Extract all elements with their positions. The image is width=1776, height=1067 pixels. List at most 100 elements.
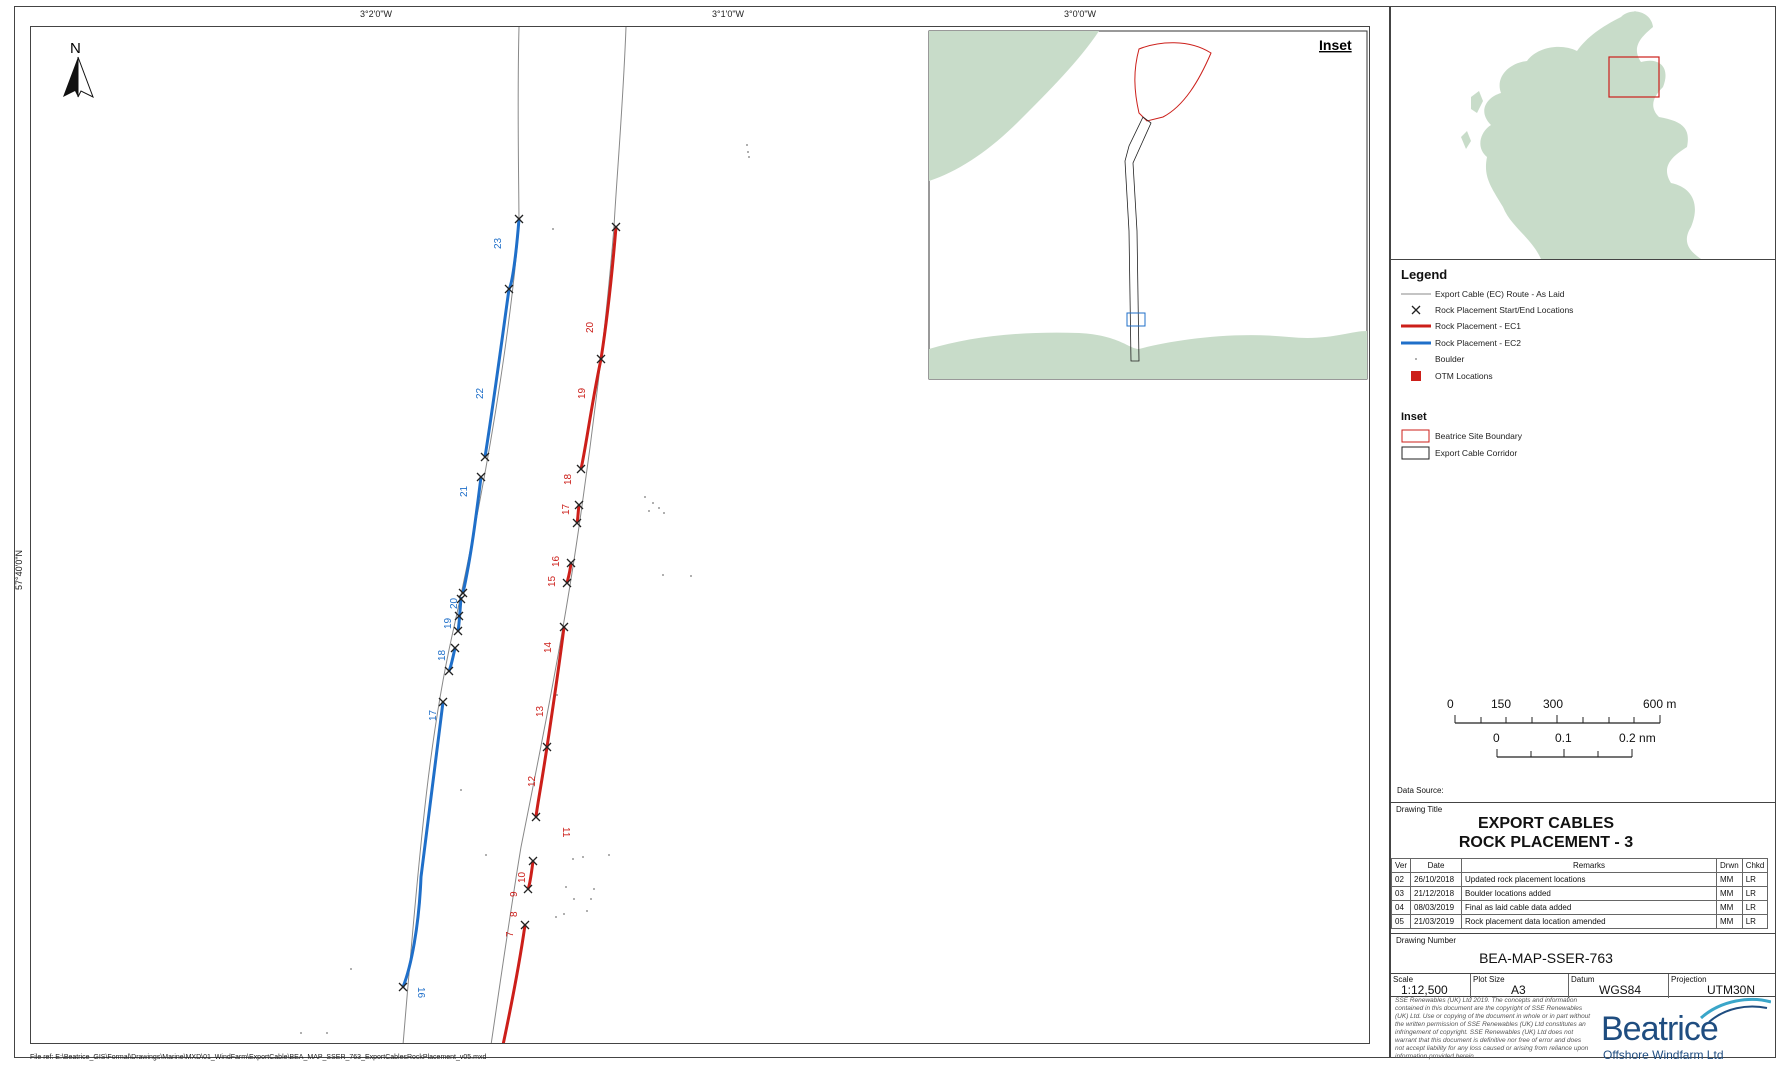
drawing-title-label: Drawing Title — [1396, 805, 1443, 814]
main-map-frame — [14, 6, 1390, 1058]
revision-row: 05 21/03/2019 Rock placement data location… — [1390, 914, 1769, 929]
legend-item: Export Cable Corridor — [1401, 446, 1517, 460]
ec1-label: 10 — [517, 871, 528, 883]
graticule-label-lon: 3°0'0"W — [1064, 9, 1097, 19]
main-map[interactable]: 23 22 21 20 19 18 17 16 20 19 18 17 16 1… — [30, 26, 1370, 1044]
ec2-rock-placement — [483, 218, 521, 458]
ec1-label: 11 — [560, 827, 571, 838]
revision-table: Ver Date Remarks Drwn Chkd 02 26/10/2018 U… — [1390, 858, 1769, 929]
locator-map-canvas — [1461, 11, 1701, 259]
logo-swoosh-icon — [1699, 997, 1771, 1023]
plot-size-cell: Plot Size A3 — [1471, 974, 1569, 998]
ec1-label: 17 — [561, 503, 572, 515]
ec2-section-labels: 23 22 21 20 19 18 17 16 — [415, 237, 504, 998]
logo-brand: Beatrice — [1601, 1010, 1719, 1048]
graticule-label-lon: 3°1'0"W — [712, 9, 745, 19]
red-box-icon — [1401, 429, 1431, 443]
ec2-label: 16 — [415, 987, 426, 999]
info-row: Scale 1:12,500 Plot Size A3 Datum WGS84 … — [1391, 973, 1776, 998]
scale-cell: Scale 1:12,500 — [1391, 974, 1471, 998]
scale-label-m: 0 — [1447, 697, 1454, 711]
ec1-label: 8 — [509, 911, 520, 917]
north-label: N — [70, 40, 81, 57]
revision-row: 03 21/12/2018 Boulder locations added MM LR — [1390, 886, 1769, 901]
ec1-rock-placement — [534, 626, 566, 818]
drawing-number-label: Drawing Number — [1396, 936, 1457, 945]
drawing-number: BEA-MAP-SSER-763 — [1479, 950, 1613, 966]
ec1-label: 18 — [563, 473, 574, 485]
ec2-label: 21 — [459, 485, 470, 497]
ec2-label: 23 — [493, 237, 504, 249]
legend-item: Rock Placement - EC1 — [1401, 320, 1521, 332]
legend-item: Export Cable (EC) Route - As Laid — [1401, 288, 1564, 300]
ec1-rock-placement — [526, 860, 535, 890]
legend-item: Rock Placement - EC2 — [1401, 337, 1521, 349]
copyright-notice: SSE Renewables (UK) Ltd 2019. The concep… — [1395, 997, 1591, 1060]
ec1-rock-placement — [575, 504, 581, 524]
ec1-label: 15 — [547, 575, 558, 587]
revision-row: 04 08/03/2019 Final as laid cable data add… — [1390, 900, 1769, 915]
ec2-label: 17 — [428, 709, 439, 721]
orkney-islands — [1629, 11, 1640, 20]
scale-label-nm: 0 — [1493, 731, 1500, 745]
ec2-rock-placement — [401, 701, 445, 988]
beatrice-boundary-shape — [1134, 42, 1212, 122]
main-map-canvas: 23 22 21 20 19 18 17 16 20 19 18 17 16 1… — [63, 27, 1368, 1043]
blue-line-icon — [1401, 337, 1431, 349]
logo-subtitle: Offshore Windfarm Ltd — [1603, 1048, 1724, 1062]
scale-bar: 0 150 300 600 m 0 — [1447, 689, 1711, 759]
ec2-label: 22 — [475, 387, 486, 399]
legend-title: Legend — [1401, 267, 1448, 282]
drawing-title-box: Drawing Title EXPORT CABLES ROCK PLACEME… — [1391, 802, 1776, 858]
legend-inset-title: Inset — [1401, 411, 1427, 423]
ec2-label: 18 — [437, 649, 448, 661]
ec1-label: 20 — [585, 321, 596, 333]
inset-land — [929, 31, 1099, 181]
scale-label-nm: 0.1 — [1555, 731, 1572, 745]
datum-cell: Datum WGS84 — [1569, 974, 1669, 998]
revision-header-row: Ver Date Remarks Drwn Chkd — [1390, 858, 1769, 873]
red-line-icon — [1401, 320, 1431, 332]
projection-cell: Projection UTM30N — [1671, 975, 1756, 997]
ec1-label: 12 — [527, 775, 538, 787]
inset-title: Inset — [1319, 37, 1352, 53]
ec1-rock-placement — [501, 924, 527, 1043]
ec1-label: 13 — [535, 705, 546, 717]
ec2-label: 19 — [443, 617, 454, 629]
inset-map: Inset — [928, 30, 1368, 380]
scale-label-nm: 0.2 nm — [1619, 731, 1656, 745]
ec2-label: 20 — [449, 597, 460, 609]
scale-label-m: 300 — [1543, 697, 1564, 711]
ec1-route-line — [490, 27, 627, 1043]
scale-bar-graphic — [1454, 715, 1661, 758]
dot-icon — [1401, 353, 1431, 365]
data-source: Data Source: — [1397, 786, 1444, 795]
scale-label-m: 150 — [1491, 697, 1512, 711]
ec1-section-labels: 20 19 18 17 16 15 14 13 12 11 10 9 8 7 — [505, 321, 596, 937]
legend-item: Boulder — [1401, 353, 1464, 365]
ec2-rock-placement — [456, 596, 463, 632]
ec1-label: 9 — [509, 891, 520, 897]
x-mark-icon — [1401, 304, 1431, 316]
ec2-route-line — [402, 27, 520, 1043]
ec1-label: 14 — [543, 641, 554, 653]
beatrice-logo: Beatrice Offshore Windfarm Ltd — [1601, 997, 1771, 1062]
revision-row: 02 26/10/2018 Updated rock placement locat… — [1390, 872, 1769, 887]
inset-land — [929, 331, 1367, 379]
drawing-title-line: ROCK PLACEMENT - 3 — [1458, 834, 1634, 851]
drawing-title-line: EXPORT CABLES — [1477, 815, 1614, 832]
western-isles — [1461, 91, 1483, 149]
red-square-icon — [1401, 370, 1431, 382]
legend-panel: Legend Export Cable (EC) Route - As Laid… — [1390, 6, 1776, 1062]
graticule-label-lon: 3°2'0"W — [360, 9, 393, 19]
rock-placement-marks — [398, 214, 621, 992]
locator-map — [1391, 7, 1776, 260]
north-arrow-icon: N — [63, 40, 94, 99]
legend-item: OTM Locations — [1401, 370, 1493, 382]
legend-item: Beatrice Site Boundary — [1401, 429, 1522, 443]
drawing-number-box: Drawing Number BEA-MAP-SSER-763 — [1391, 933, 1776, 973]
black-box-icon — [1401, 446, 1431, 460]
legend-item: Rock Placement Start/End Locations — [1401, 304, 1573, 316]
ec1-label: 16 — [551, 555, 562, 567]
